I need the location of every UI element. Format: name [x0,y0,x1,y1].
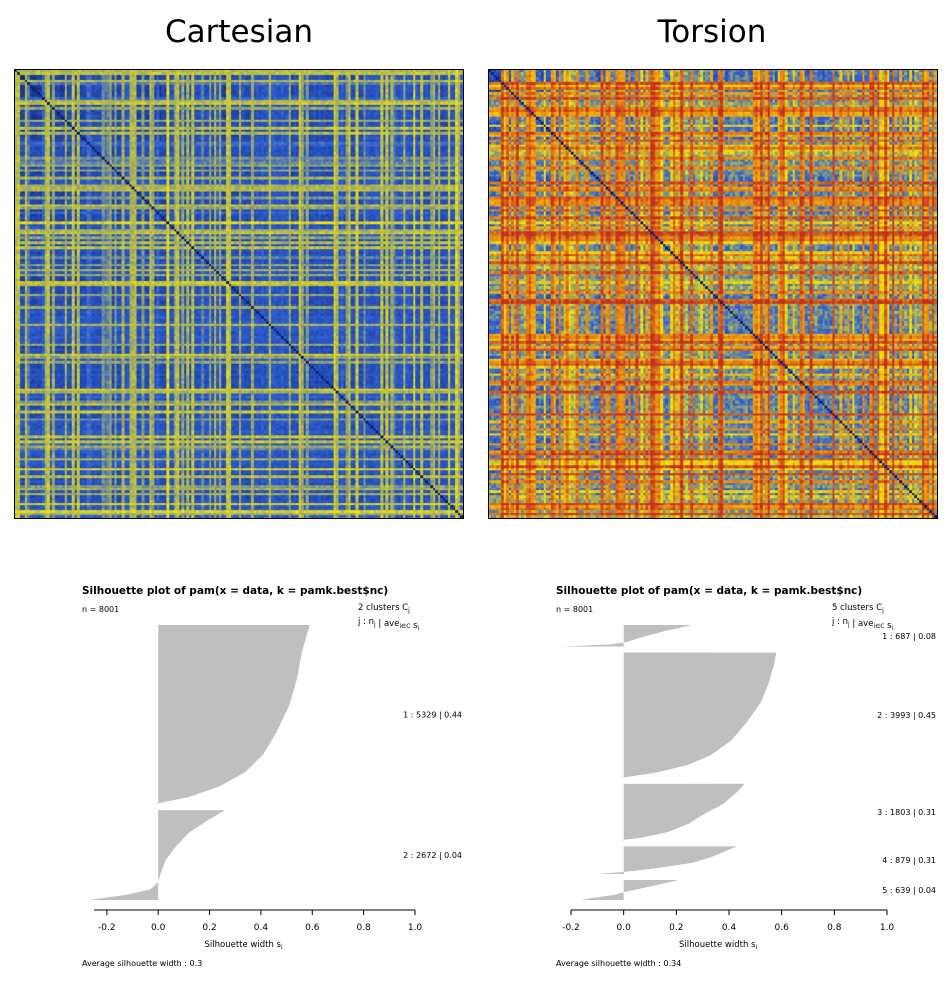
x-tick-label: -0.2 [98,923,116,933]
x-tick-label: 0.0 [617,923,632,933]
x-tick-label: 0.8 [827,923,842,933]
cluster-label-2: 2 : 3993 | 0.45 [877,711,936,720]
x-tick-label: 0.6 [305,923,320,933]
cluster-label-5: 5 : 639 | 0.04 [882,886,936,895]
x-tick-label: 1.0 [880,923,895,933]
silhouette-cluster-3 [618,783,745,841]
clusters-row-header: j : nj | avei∈C si [357,617,420,632]
silhouette-title: Silhouette plot of pam(x = data, k = pam… [82,585,388,597]
silhouette-cluster-4 [597,846,737,874]
x-tick-label: -0.2 [562,923,580,933]
n-label: n = 8001 [556,605,593,614]
cluster-label-1: 1 : 687 | 0.08 [882,632,936,641]
x-tick-label: 1.0 [408,923,423,933]
cartesian-title: Cartesian [164,14,314,50]
silhouette-cluster-5 [581,879,679,900]
torsion-title: Torsion [657,14,767,50]
x-tick-label: 0.6 [775,923,790,933]
cartesian-silhouette-plot: Silhouette plot of pam(x = data, k = pam… [82,585,462,968]
clusters-header: 2 clusters Cj [358,603,410,614]
silhouette-cluster-1 [153,625,310,805]
x-tick-label: 0.8 [356,923,371,933]
silhouette-cluster-2 [621,652,777,778]
x-tick-label: 0.4 [254,923,269,933]
x-tick-label: 0.4 [722,923,737,933]
silhouette-cluster-1 [560,625,693,647]
x-tick-label: 0.2 [202,923,216,933]
cartesian-heatmap [14,69,464,519]
n-label: n = 8001 [82,605,119,614]
cluster-label-2: 2 : 2672 | 0.04 [403,851,462,860]
cluster-label-3: 3 : 1803 | 0.31 [877,808,936,817]
silhouette-cluster-2 [88,810,226,900]
torsion-heatmap [488,69,938,519]
average-silhouette-width: Average silhouette width : 0.3 [82,959,202,968]
x-axis-label: Silhouette width si [205,940,283,951]
x-tick-label: 0.0 [151,923,166,933]
clusters-row-header: j : nj | avei∈C si [831,617,894,632]
x-axis-label: Silhouette width si [679,940,757,951]
clusters-header: 5 clusters Cj [832,603,884,614]
cluster-label-1: 1 : 5329 | 0.44 [403,711,462,720]
x-tick-label: 0.2 [669,923,683,933]
torsion-silhouette-plot: Silhouette plot of pam(x = data, k = pam… [556,585,936,968]
average-silhouette-width: Average silhouette width : 0.34 [556,959,681,968]
cluster-label-4: 4 : 879 | 0.31 [882,856,936,865]
silhouette-title: Silhouette plot of pam(x = data, k = pam… [556,585,862,597]
